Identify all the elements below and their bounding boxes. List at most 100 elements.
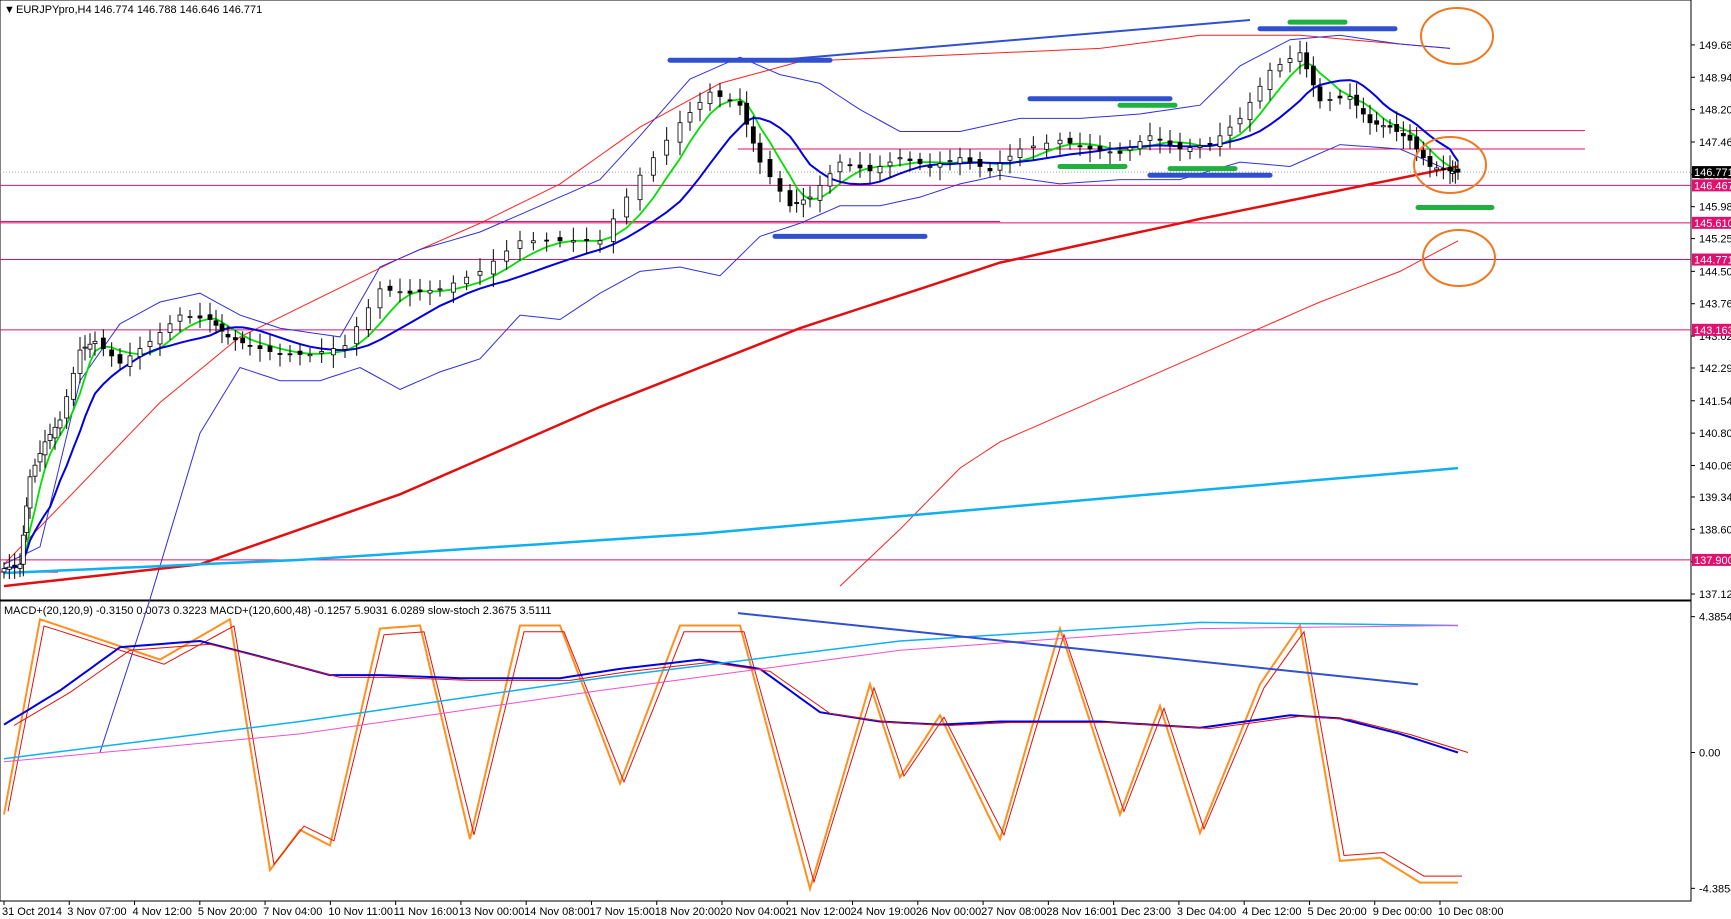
bear-candle [1440, 168, 1446, 170]
time-tick-label: 3 Dec 04:00 [1177, 906, 1236, 918]
time-tick-label: 14 Nov 08:00 [524, 906, 589, 918]
price-tick-label: 140.800 [1699, 428, 1731, 440]
bull-candle [1017, 148, 1023, 158]
ma-red-line [3, 165, 1459, 588]
bear-candle [847, 164, 853, 167]
bull-candle [27, 476, 33, 509]
indicator-pane[interactable] [0, 600, 1692, 902]
bull-candle [1257, 85, 1263, 102]
bull-candle [827, 173, 833, 187]
level-price-badge [1692, 179, 1731, 192]
bull-candle [82, 346, 88, 349]
bull-candle [1, 568, 7, 573]
price-tick-label: 143.760 [1699, 299, 1731, 311]
header-triangle: ▼ [4, 4, 15, 16]
bull-candle [70, 372, 76, 400]
divergence-trend-line [737, 612, 1419, 686]
highlight-circle [1413, 136, 1487, 194]
bear-candle [917, 158, 923, 164]
bear-candle [544, 239, 550, 242]
bear-candle [277, 353, 283, 355]
bear-candle [1387, 125, 1393, 128]
bull-candle [32, 464, 38, 477]
bear-candle [247, 344, 253, 347]
bear-candle [1310, 65, 1316, 86]
bull-candle [610, 218, 616, 242]
bull-candle [937, 163, 943, 168]
macd-line [3, 639, 1459, 754]
ma-cyan-line [3, 466, 1459, 575]
bull-candle [1327, 99, 1333, 101]
bull-candle [517, 240, 523, 249]
bear-candle [1117, 150, 1123, 154]
bear-candle [197, 315, 203, 319]
bear-candle [867, 164, 873, 172]
time-tick-label: 11 Nov 16:00 [394, 906, 459, 918]
bull-candle [319, 351, 325, 354]
ma-green-line [3, 62, 1459, 570]
stoch-signal-line [7, 625, 1462, 884]
bull-candle [167, 323, 173, 333]
bear-candle [767, 159, 773, 178]
level-price-label: 143.163 [1694, 325, 1731, 337]
bull-candle [837, 161, 843, 173]
price-tick-label: 139.340 [1699, 492, 1731, 504]
bear-candle [1337, 95, 1343, 99]
bull-candle [1187, 147, 1193, 152]
bull-candle [817, 184, 823, 201]
level-price-label: 145.610 [1694, 218, 1731, 230]
bull-candle [397, 291, 403, 294]
bear-candle [907, 158, 913, 162]
bull-candle [1247, 101, 1253, 121]
bear-candle [1067, 137, 1073, 144]
envelope-lower [839, 240, 1459, 587]
bull-candle [137, 348, 143, 357]
level-price-label: 146.467 [1694, 180, 1731, 192]
bear-candle [967, 157, 973, 163]
envelope-lines [3, 19, 1459, 587]
current-price-label: 146.771 [1694, 167, 1731, 179]
bull-candle [464, 276, 470, 285]
bull-candle [1237, 117, 1243, 125]
bull-candle [650, 157, 656, 176]
bull-candle [877, 166, 883, 174]
price-tick-label: 145.980 [1699, 202, 1731, 214]
bull-candle [957, 157, 963, 164]
bull-candle [800, 199, 806, 205]
bear-candle [794, 202, 800, 204]
bull-candle [1277, 64, 1283, 72]
bear-candle [1207, 143, 1213, 145]
time-tick-label: 10 Dec 08:00 [1438, 906, 1503, 918]
bull-candle [427, 289, 433, 294]
bear-candle [1420, 149, 1426, 159]
level-price-label: 137.900 [1694, 555, 1731, 567]
price-tick-label: 144.500 [1699, 266, 1731, 278]
bull-candle [1057, 139, 1063, 145]
time-tick-label: 3 Nov 07:00 [67, 906, 126, 918]
bollinger-lower [99, 144, 1451, 753]
indicator-tick-label: -4.3854 [1699, 883, 1731, 895]
bull-candle [807, 196, 813, 200]
bull-candle [570, 240, 576, 243]
time-tick-label: 26 Nov 00:00 [916, 906, 981, 918]
bull-candle [437, 288, 443, 291]
price-pane[interactable] [0, 0, 1692, 601]
bull-candle [157, 332, 163, 345]
price-tick-label: 148.940 [1699, 72, 1731, 84]
bull-candle [42, 441, 48, 456]
bull-candle [147, 340, 153, 348]
time-tick-label: 7 Nov 04:00 [263, 906, 322, 918]
level-price-badge [1692, 323, 1731, 336]
bear-candle [257, 345, 263, 350]
bear-candle [387, 285, 393, 291]
ohlc-header: 146.774 146.788 146.646 146.771 [94, 4, 262, 16]
bear-candle [1177, 142, 1183, 150]
envelope-upper [3, 34, 1451, 565]
bull-candle [20, 534, 26, 565]
bull-candle [664, 139, 670, 156]
bull-candle [47, 434, 53, 441]
price-tick-label: 140.060 [1699, 460, 1731, 472]
bull-candle [697, 101, 703, 110]
bear-candle [207, 314, 213, 320]
